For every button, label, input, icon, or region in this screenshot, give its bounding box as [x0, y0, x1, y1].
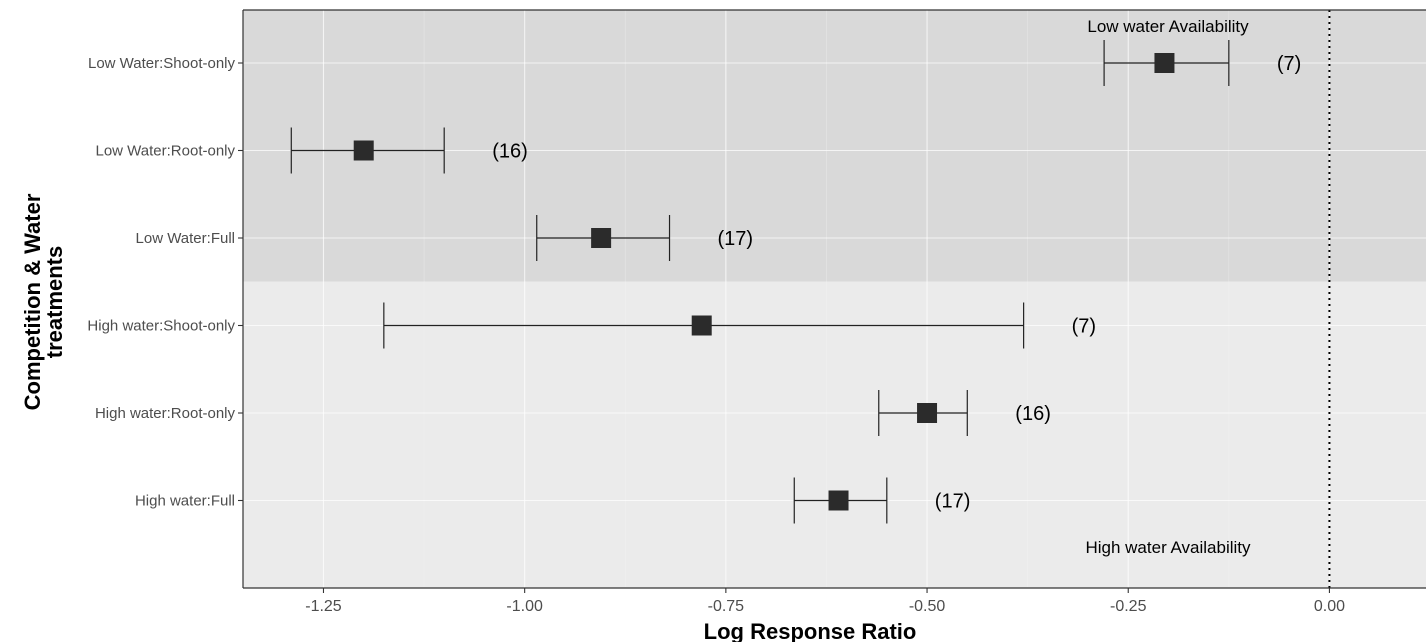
estimate-point	[353, 140, 374, 161]
category-label: High water:Root-only	[95, 405, 236, 422]
reference-layer	[238, 9, 1426, 593]
x-tick-label: -0.50	[909, 598, 946, 615]
region-high	[243, 281, 1426, 588]
sample-size-label: (7)	[1072, 316, 1096, 338]
region-low	[243, 10, 1426, 282]
x-tick-label: 0.00	[1314, 598, 1345, 615]
x-axis-title: Log Response Ratio	[704, 619, 917, 642]
category-label: High water:Full	[135, 493, 235, 510]
estimate-point	[591, 228, 612, 248]
estimate-point	[828, 490, 849, 511]
x-tick-label: -1.00	[506, 598, 543, 615]
x-tick-label: -0.75	[708, 598, 745, 615]
estimate-point	[917, 403, 938, 423]
sample-size-label: (17)	[935, 491, 971, 513]
sample-size-label: (16)	[1015, 403, 1051, 425]
y-axis-title-line-2: treatments	[42, 246, 67, 358]
category-label: Low Water:Full	[136, 230, 235, 247]
labels-layer: Low water Availability High water Availa…	[20, 17, 1345, 642]
region-label-high: High water Availability	[1085, 538, 1251, 557]
sample-size-label: (17)	[718, 228, 754, 250]
x-tick-label: -1.25	[305, 598, 342, 615]
marks-layer	[290, 40, 1230, 524]
category-label: Low Water:Shoot-only	[88, 55, 236, 72]
x-tick-label: -0.25	[1110, 598, 1147, 615]
sample-size-label: (16)	[492, 141, 528, 163]
category-label: Low Water:Root-only	[96, 143, 236, 160]
category-label: High water:Shoot-only	[87, 318, 235, 335]
sample-size-label: (7)	[1277, 53, 1301, 75]
y-axis-title-line-1: Competition & Water	[20, 193, 45, 410]
estimate-point	[691, 315, 712, 336]
region-label-low: Low water Availability	[1087, 17, 1249, 36]
estimate-point	[1154, 53, 1175, 73]
